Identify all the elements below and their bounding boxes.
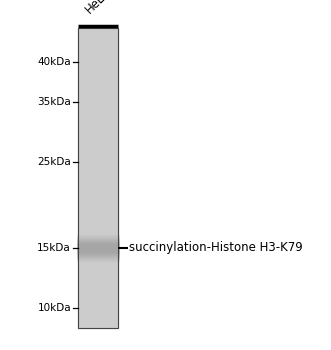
Bar [78, 235, 118, 261]
Bar [78, 236, 118, 260]
Bar [78, 242, 118, 254]
Bar [78, 28, 118, 328]
Text: 40kDa: 40kDa [37, 57, 71, 67]
Text: 10kDa: 10kDa [37, 303, 71, 313]
Text: 25kDa: 25kDa [37, 157, 71, 167]
Bar [78, 237, 118, 259]
Bar [78, 241, 118, 255]
Bar [78, 238, 118, 258]
Bar [78, 239, 118, 257]
Bar [78, 234, 118, 262]
Bar [78, 28, 118, 328]
Text: succinylation-Histone H3-K79: succinylation-Histone H3-K79 [129, 241, 303, 254]
Text: 15kDa: 15kDa [37, 243, 71, 253]
Bar [78, 244, 118, 252]
Bar [78, 240, 118, 256]
Bar [78, 243, 118, 253]
Text: HeLa: HeLa [83, 0, 113, 16]
Text: 35kDa: 35kDa [37, 97, 71, 107]
